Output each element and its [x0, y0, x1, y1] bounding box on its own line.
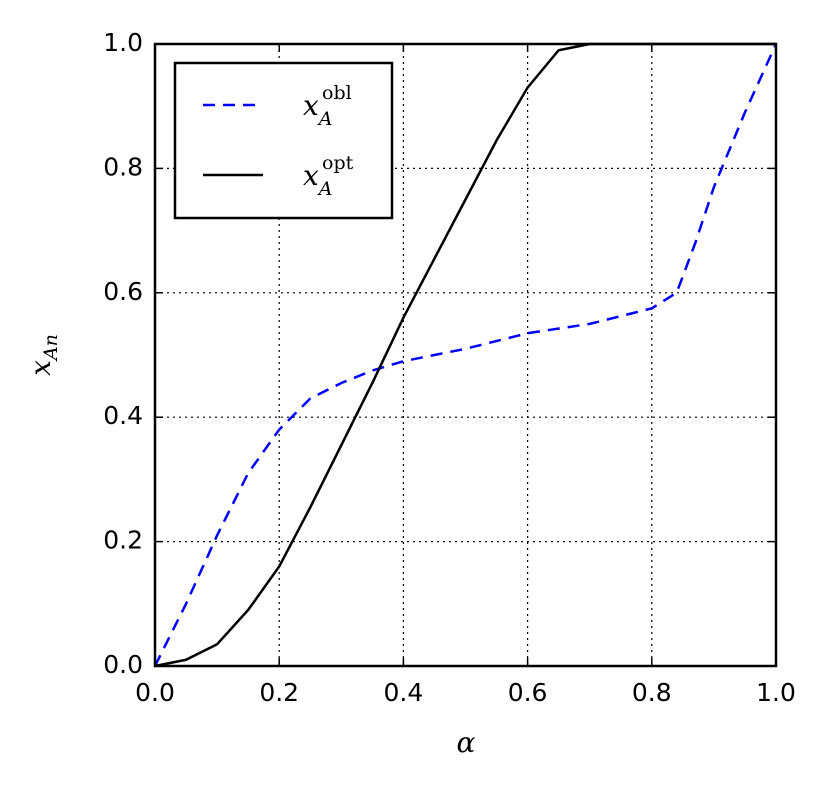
x-tick-label: 0.6 [508, 678, 548, 707]
x-tick-label: 0.8 [632, 678, 672, 707]
y-tick-label: 0.6 [103, 277, 143, 306]
y-tick-label: 0.2 [103, 526, 143, 555]
legend-sub: A [317, 108, 333, 130]
x-tick-label: 0.0 [135, 678, 175, 707]
y-tick-label: 0.0 [103, 650, 143, 679]
y-axis-label: xAn [24, 334, 62, 376]
y-tick-label: 1.0 [103, 28, 143, 57]
legend-sup: opt [322, 152, 354, 174]
legend-label: xAobl [303, 82, 352, 130]
line [153, 43, 778, 667]
plot-frame [153, 42, 778, 668]
y-tick-label: 0.4 [103, 401, 143, 430]
y-label-sub: An [40, 334, 62, 362]
legend-label: xAopt [303, 152, 354, 200]
legend-box [173, 61, 394, 220]
x-tick-label: 0.2 [259, 678, 299, 707]
legend-sub: A [317, 178, 333, 200]
x-tick-label: 1.0 [756, 678, 796, 707]
legend-sup: obl [322, 82, 352, 104]
y-tick-label: 0.8 [103, 152, 143, 181]
legend-base: x [303, 89, 319, 122]
x-tick-label: 0.4 [384, 678, 424, 707]
y-label-base: x [24, 360, 57, 376]
legend-base: x [303, 159, 319, 192]
x-axis-label: α [457, 726, 476, 759]
